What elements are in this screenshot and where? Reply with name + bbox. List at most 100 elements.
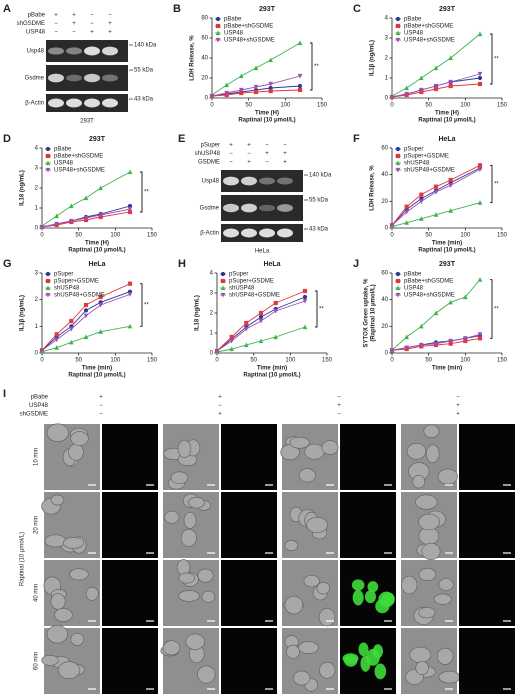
cell bbox=[415, 660, 429, 676]
point bbox=[448, 299, 453, 305]
blot-band bbox=[48, 47, 64, 55]
point bbox=[477, 75, 483, 81]
cell bbox=[298, 468, 316, 483]
blot-band bbox=[277, 228, 293, 238]
blot-strip bbox=[221, 170, 303, 192]
cell bbox=[70, 431, 89, 446]
condition-sign: + bbox=[283, 160, 287, 166]
cell bbox=[68, 443, 84, 461]
condition-sign: − bbox=[456, 395, 460, 401]
y-tick-label: 20 bbox=[381, 324, 388, 330]
condition-sign: + bbox=[218, 412, 222, 418]
point bbox=[389, 348, 395, 353]
cell bbox=[319, 662, 336, 679]
blot-band bbox=[84, 73, 100, 83]
point bbox=[477, 277, 483, 282]
x-tick-label: 150 bbox=[147, 358, 158, 364]
condition-label: shUSP48 bbox=[195, 151, 221, 157]
sytox-signal bbox=[352, 589, 364, 606]
x-axis-note: Raptinal (10 μmol/L) bbox=[68, 373, 125, 379]
significance-bracket bbox=[140, 171, 143, 213]
point bbox=[463, 338, 468, 344]
point bbox=[297, 87, 303, 93]
y-tick-label: 60 bbox=[381, 271, 388, 277]
x-tick-label: 150 bbox=[147, 233, 158, 239]
y-tick-label: 3 bbox=[35, 166, 39, 172]
cell bbox=[85, 586, 99, 601]
series-line bbox=[211, 85, 301, 97]
cell-line: HeLa bbox=[255, 249, 270, 255]
point bbox=[253, 84, 259, 90]
y-tick-label: 0 bbox=[385, 226, 389, 232]
cell bbox=[412, 474, 426, 489]
fluorescence-image bbox=[221, 560, 277, 626]
blot-band bbox=[102, 98, 118, 108]
cell bbox=[280, 444, 300, 461]
condition-sign: − bbox=[265, 160, 269, 166]
point bbox=[98, 185, 103, 191]
x-tick-label: 50 bbox=[250, 358, 257, 364]
condition-sign: − bbox=[283, 143, 287, 149]
point bbox=[448, 183, 453, 188]
significance-label: ** bbox=[144, 303, 149, 309]
cell bbox=[164, 510, 180, 524]
y-tick-label: 40 bbox=[381, 297, 388, 303]
y-tick-label: 20 bbox=[381, 199, 388, 205]
y-tick-label: 80 bbox=[201, 16, 208, 22]
y-tick-label: 3 bbox=[35, 271, 39, 277]
point bbox=[448, 177, 453, 183]
cell bbox=[178, 572, 196, 584]
point bbox=[258, 314, 264, 320]
cell bbox=[401, 575, 418, 595]
x-tick-label: 0 bbox=[40, 233, 44, 239]
x-axis-label: Time (H) bbox=[85, 241, 109, 247]
cell bbox=[318, 608, 336, 627]
point bbox=[69, 203, 74, 209]
blot-band bbox=[223, 203, 239, 213]
y-axis-label: (Raptinal 10 μmol/L) bbox=[371, 284, 377, 341]
legend-label: USP48 bbox=[224, 31, 244, 37]
cell bbox=[418, 513, 440, 531]
point bbox=[463, 294, 468, 300]
condition-sign: + bbox=[229, 143, 233, 149]
band-label: Gsdme bbox=[200, 206, 220, 212]
point bbox=[302, 288, 308, 294]
legend-label: pSuper+GSDME bbox=[229, 279, 274, 285]
condition-sign: − bbox=[90, 13, 94, 19]
point bbox=[83, 334, 89, 340]
point bbox=[258, 338, 264, 344]
band-label: Usp48 bbox=[27, 49, 45, 55]
band-size: 55 kDa bbox=[309, 198, 329, 204]
chart-title: HeLa bbox=[438, 136, 455, 143]
fluorescence-image bbox=[102, 560, 158, 626]
x-tick-label: 50 bbox=[75, 233, 82, 239]
point bbox=[239, 73, 244, 79]
chart-title: 293T bbox=[439, 261, 456, 268]
point bbox=[419, 342, 424, 348]
cell bbox=[433, 593, 452, 605]
cell bbox=[197, 568, 214, 583]
series-line bbox=[391, 73, 481, 98]
point bbox=[239, 90, 244, 96]
cell bbox=[46, 423, 69, 442]
point bbox=[83, 195, 89, 201]
sytox-signal bbox=[360, 655, 371, 672]
y-tick-label: 60 bbox=[381, 146, 388, 152]
cell bbox=[437, 468, 458, 485]
cell bbox=[50, 593, 66, 610]
point bbox=[54, 213, 59, 219]
x-tick-label: 50 bbox=[75, 358, 82, 364]
cell bbox=[438, 670, 461, 684]
x-tick-label: 50 bbox=[425, 103, 432, 109]
significance-label: ** bbox=[314, 64, 319, 70]
significance-label: ** bbox=[319, 307, 324, 313]
point bbox=[229, 338, 234, 344]
x-tick-label: 100 bbox=[460, 233, 471, 239]
cell bbox=[293, 670, 311, 686]
point bbox=[419, 323, 424, 329]
cell-line: 293T bbox=[80, 119, 94, 125]
cell bbox=[298, 641, 319, 654]
point bbox=[239, 87, 244, 93]
condition-label: USP48 bbox=[26, 30, 46, 36]
x-tick-label: 150 bbox=[497, 233, 508, 239]
